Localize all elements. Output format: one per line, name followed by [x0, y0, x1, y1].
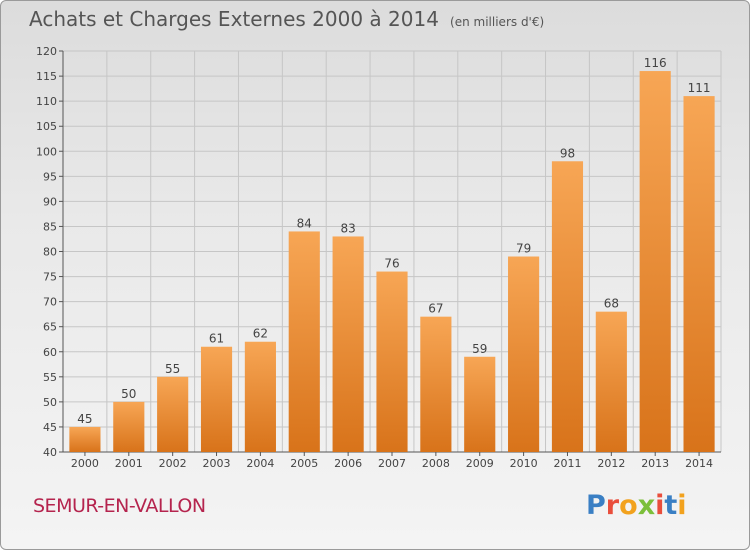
x-tick-label: 2007 — [378, 457, 406, 470]
logo-letter: o — [619, 490, 638, 521]
chart-title: Achats et Charges Externes 2000 à 2014 — [29, 7, 439, 31]
bar — [200, 346, 233, 452]
data-label: 98 — [560, 146, 575, 160]
y-tick-label: 115 — [36, 70, 57, 83]
y-tick-label: 80 — [43, 246, 57, 259]
x-tick-label: 2001 — [115, 457, 143, 470]
proxiti-logo: Proxiti — [586, 490, 687, 521]
bar — [69, 426, 101, 452]
y-tick-label: 110 — [36, 95, 57, 108]
x-tick-label: 2013 — [641, 457, 669, 470]
x-tick-label: 2009 — [466, 457, 494, 470]
y-tick-label: 60 — [43, 346, 57, 359]
logo-letter: r — [605, 490, 620, 521]
data-label: 68 — [604, 297, 619, 311]
y-tick-label: 55 — [43, 371, 57, 384]
bars — [69, 71, 715, 453]
bar — [113, 401, 145, 452]
logo-letter: P — [586, 490, 606, 521]
data-labels: 45 50 55 61 62 84 83 76 67 59 79 98 68 116 111 — [77, 56, 710, 426]
y-tick-label: 100 — [36, 145, 57, 158]
x-tick-label: 2005 — [290, 457, 318, 470]
logo-letter: i — [655, 490, 665, 521]
bar — [376, 271, 408, 452]
bar — [595, 311, 627, 452]
data-label: 62 — [253, 327, 268, 341]
x-tick-label: 2011 — [553, 457, 581, 470]
data-label: 84 — [297, 216, 312, 230]
y-tick-label: 105 — [36, 120, 57, 133]
x-tick-label: 2012 — [597, 457, 625, 470]
x-tick-label: 2008 — [422, 457, 450, 470]
data-label: 76 — [384, 257, 399, 271]
y-tick-label: 85 — [43, 220, 57, 233]
x-tick-label: 2000 — [71, 457, 99, 470]
y-tick-label: 95 — [43, 170, 57, 183]
x-tick-label: 2004 — [246, 457, 274, 470]
data-label: 61 — [209, 332, 224, 346]
data-label: 55 — [165, 362, 180, 376]
data-label: 116 — [644, 56, 667, 70]
data-label: 83 — [340, 221, 355, 235]
y-tick-label: 70 — [43, 296, 57, 309]
bar — [639, 71, 671, 453]
data-label: 79 — [516, 242, 531, 256]
logo-letter: x — [637, 490, 656, 521]
commune-name: SEMUR-EN-VALLON — [33, 495, 206, 517]
tick-labels: 40 45 50 55 60 65 70 75 80 85 90 95 100 105 110 115 120 2… — [36, 45, 713, 470]
y-tick-label: 65 — [43, 321, 57, 334]
bar — [508, 256, 540, 452]
data-label: 45 — [77, 412, 92, 426]
data-label: 111 — [688, 81, 711, 95]
data-label: 59 — [472, 342, 487, 356]
y-tick-label: 50 — [43, 396, 57, 409]
y-tick-label: 75 — [43, 271, 57, 284]
bar — [551, 161, 584, 452]
data-label: 67 — [428, 302, 443, 316]
bar — [420, 316, 452, 452]
y-tick-label: 45 — [43, 421, 57, 434]
y-tick-label: 40 — [43, 446, 57, 459]
x-tick-label: 2003 — [203, 457, 231, 470]
title-row: Achats et Charges Externes 2000 à 2014 (… — [29, 7, 544, 31]
bar — [157, 376, 189, 452]
x-tick-label: 2014 — [685, 457, 713, 470]
x-tick-label: 2006 — [334, 457, 362, 470]
logo-letter: i — [677, 490, 687, 521]
x-tick-label: 2002 — [159, 457, 187, 470]
bar — [288, 231, 320, 452]
bar — [464, 356, 496, 452]
y-tick-label: 120 — [36, 45, 57, 58]
chart-subtitle: (en milliers d'€) — [450, 15, 545, 29]
bar — [683, 96, 715, 453]
x-tick-label: 2010 — [510, 457, 538, 470]
data-label: 50 — [121, 387, 136, 401]
bar — [244, 341, 276, 452]
logo-letter: t — [664, 490, 678, 521]
y-tick-label: 90 — [43, 195, 57, 208]
bar — [332, 236, 364, 452]
